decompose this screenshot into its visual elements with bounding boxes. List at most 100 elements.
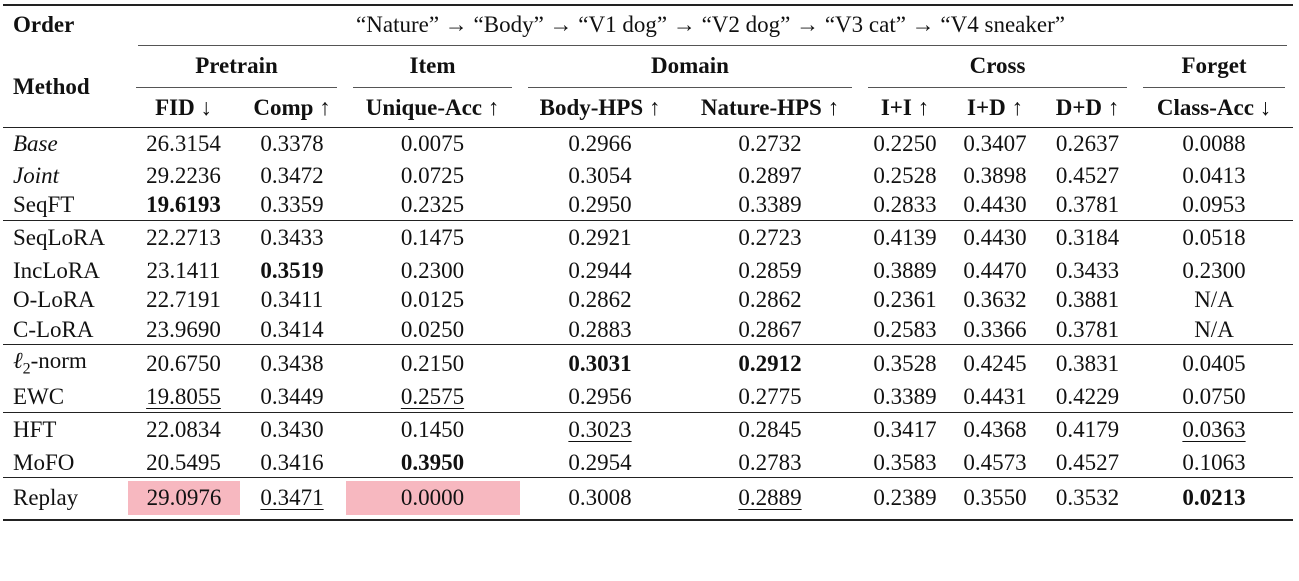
- cell: 19.6193: [146, 192, 221, 217]
- col-fid: FID ↓: [155, 94, 212, 120]
- cell: 0.3417: [860, 411, 950, 448]
- cell: 0.0088: [1135, 126, 1294, 161]
- group-forget: Forget: [1181, 53, 1247, 78]
- cell: 0.4527: [1055, 449, 1120, 475]
- cell: 0.2956: [568, 384, 632, 409]
- method-name: IncLoRA: [13, 257, 100, 283]
- method-name: EWC: [13, 384, 65, 409]
- table-row: HFT 22.0834 0.3430 0.1450 0.3023 0.2845 0.341…: [3, 411, 1294, 448]
- cell: 0.0518: [1135, 219, 1294, 256]
- cell: 0.2300: [400, 257, 465, 283]
- cell: 0.2921: [520, 219, 680, 256]
- cell-highlighted: 0.0000: [345, 477, 520, 521]
- cell: 0.2966: [520, 126, 680, 161]
- method-name-subscript: 2: [22, 361, 31, 379]
- cell: 0.2528: [873, 162, 937, 188]
- table-row: C-LoRA 23.9690 0.3414 0.0250 0.2883 0.2867 0.…: [3, 315, 1293, 345]
- cell: 0.2250: [860, 126, 950, 161]
- cell: 0.4430: [963, 192, 1027, 217]
- method-name: HFT: [3, 411, 128, 448]
- cell: 0.3407: [950, 126, 1040, 161]
- cell: 0.4573: [963, 449, 1027, 475]
- table-row: O-LoRA 22.7191 0.3411 0.0125 0.2862 0.2862 0.…: [3, 286, 1293, 316]
- cell: 0.2867: [738, 316, 802, 342]
- cell: 0.2732: [680, 126, 860, 161]
- method-name: ℓ2-norm: [3, 344, 128, 383]
- cell: 0.2862: [568, 287, 632, 313]
- table-row: SeqLoRA 22.2713 0.3433 0.1475 0.2921 0.2723 0…: [3, 219, 1294, 256]
- header-row-order: Order “Nature” → “Body” → “V1 dog” → “V2…: [3, 4, 1294, 43]
- cell: 0.3184: [1040, 219, 1135, 256]
- cell: 0.3430: [239, 411, 345, 448]
- cell: 26.3154: [128, 126, 239, 161]
- table-row: Replay 29.0976 0.3471 0.0000 0.3008 0.28…: [3, 477, 1294, 521]
- cell: 0.2775: [738, 384, 802, 409]
- method-name: Joint: [13, 162, 59, 188]
- cell: 0.3532: [1040, 477, 1135, 521]
- cell: 23.9690: [146, 316, 221, 342]
- cell: 0.0750: [1182, 384, 1246, 409]
- cell: 0.4229: [1055, 384, 1120, 409]
- cell: 0.2723: [680, 219, 860, 256]
- cell: 0.1450: [345, 411, 520, 448]
- cell: 0.3898: [963, 162, 1027, 188]
- table-row: Base 26.3154 0.3378 0.0075 0.2966 0.2732 0.22…: [3, 126, 1294, 161]
- cell: 0.3433: [1055, 257, 1120, 283]
- method-name: SeqLoRA: [3, 219, 128, 256]
- col-nature-hps: Nature-HPS ↑: [700, 94, 840, 120]
- cell: 0.3472: [260, 162, 324, 188]
- cell: 0.3031: [520, 344, 680, 383]
- cell: 0.3411: [260, 287, 324, 313]
- method-name-ell: ℓ: [13, 348, 23, 374]
- cell: 0.3781: [1055, 192, 1120, 217]
- cell: 0.2912: [680, 344, 860, 383]
- cell: 0.3414: [260, 316, 324, 342]
- cell: 23.1411: [146, 257, 221, 283]
- group-domain: Domain: [651, 53, 729, 78]
- col-i-i: I+I ↑: [880, 94, 930, 120]
- cell: 0.3950: [400, 449, 465, 475]
- group-item: Item: [409, 53, 456, 78]
- highlight-fid: 29.0976: [128, 481, 240, 516]
- col-unique-acc: Unique-Acc ↑: [365, 94, 500, 120]
- method-name: SeqFT: [13, 192, 75, 217]
- cell: 0.2950: [568, 192, 632, 217]
- table-row: ℓ2-norm 20.6750 0.3438 0.2150 0.3031 0.2912 0…: [3, 344, 1294, 383]
- cell: 0.3389: [873, 384, 937, 409]
- cell: 0.2325: [400, 192, 465, 217]
- cell: 0.4430: [950, 219, 1040, 256]
- cell: 0.0725: [400, 162, 465, 188]
- method-name: MoFO: [13, 449, 75, 475]
- order-label: Order: [3, 4, 128, 43]
- cell: 0.2300: [1182, 257, 1246, 283]
- cell: 0.0363: [1135, 411, 1294, 448]
- header-row-columns: FID ↓ Comp ↑ Unique-Acc ↑ Body-HPS ↑ Nat…: [3, 89, 1293, 127]
- cell: 0.3054: [568, 162, 632, 188]
- cell: 29.2236: [146, 162, 221, 188]
- cell: 0.0213: [1135, 477, 1294, 521]
- cell: 0.3632: [963, 287, 1027, 313]
- col-body-hps: Body-HPS ↑: [539, 94, 661, 120]
- cell: 0.0405: [1135, 344, 1294, 383]
- table-row: SeqFT 19.6193 0.3359 0.2325 0.2950 0.3389 0.2…: [3, 191, 1293, 221]
- cell: 0.0250: [400, 316, 465, 342]
- cell: 22.2713: [128, 219, 239, 256]
- cell: 0.4245: [950, 344, 1040, 383]
- cell: 0.2583: [873, 316, 937, 342]
- method-name-suffix: -norm: [30, 348, 87, 374]
- cell: 0.2637: [1040, 126, 1135, 161]
- cell: 0.3359: [260, 192, 324, 217]
- cell: 0.3449: [260, 384, 324, 409]
- cell: N/A: [1194, 287, 1234, 313]
- cell: 0.2361: [873, 287, 937, 313]
- results-table: Order “Nature” → “Body” → “V1 dog” → “V2…: [3, 4, 1294, 521]
- cell: 0.2897: [738, 162, 802, 188]
- cell: 0.2859: [738, 257, 802, 283]
- group-pretrain: Pretrain: [195, 53, 278, 78]
- cell: 0.3433: [239, 219, 345, 256]
- col-d-d: D+D ↑: [1055, 94, 1120, 120]
- cell: 0.2845: [680, 411, 860, 448]
- cell: 0.0075: [345, 126, 520, 161]
- method-name: O-LoRA: [13, 287, 95, 313]
- cell: 0.2889: [680, 477, 860, 521]
